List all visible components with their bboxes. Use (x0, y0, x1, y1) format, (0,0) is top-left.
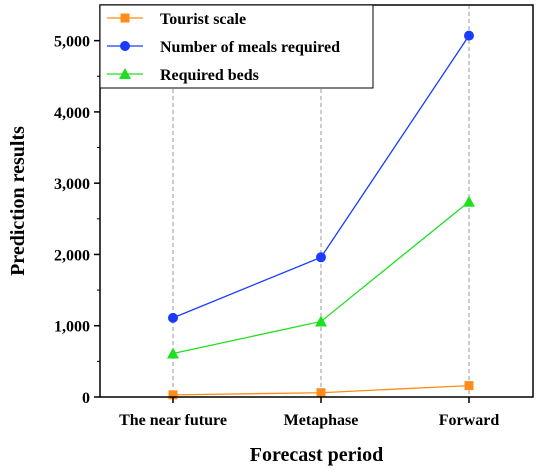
data-point (168, 390, 178, 400)
legend-marker (120, 41, 130, 51)
legend-label: Tourist scale (160, 11, 246, 28)
legend-marker (120, 13, 130, 23)
data-point (463, 195, 475, 207)
x-tick-label: The near future (119, 412, 227, 429)
legend-label: Number of meals required (160, 39, 340, 56)
data-point (168, 312, 178, 323)
x-axis-title: Forecast period (250, 444, 384, 466)
data-point (316, 388, 326, 398)
legend-item: Required beds (107, 67, 259, 84)
series-0 (168, 381, 474, 400)
x-tick-label: Metaphase (284, 412, 359, 429)
legend-item: Tourist scale (107, 11, 246, 28)
data-point (316, 252, 326, 263)
legend-label: Required beds (160, 67, 259, 84)
legend: Tourist scale Number of meals required Req… (99, 4, 374, 89)
legend-item: Number of meals required (107, 39, 340, 56)
data-point (464, 381, 474, 391)
y-axis-title: Prediction results (7, 126, 29, 276)
x-tick-label: Forward (439, 412, 500, 429)
y-tick-label: 4,000 (54, 105, 90, 122)
series-2 (167, 195, 475, 359)
y-tick-label: 0 (82, 390, 90, 407)
y-tick-label: 5,000 (54, 34, 90, 51)
data-point (464, 30, 474, 41)
data-point (315, 315, 327, 327)
legend-box (99, 4, 374, 89)
axes: 0 1,000 2,000 3,000 4,000 5,000 The near futur… (54, 34, 499, 429)
y-tick-label: 2,000 (54, 247, 90, 264)
legend-marker (119, 68, 131, 79)
series-group (167, 30, 475, 400)
y-tick-label: 1,000 (54, 319, 90, 336)
data-point (167, 347, 179, 359)
series-1 (168, 30, 474, 323)
y-tick-label: 3,000 (54, 176, 90, 193)
